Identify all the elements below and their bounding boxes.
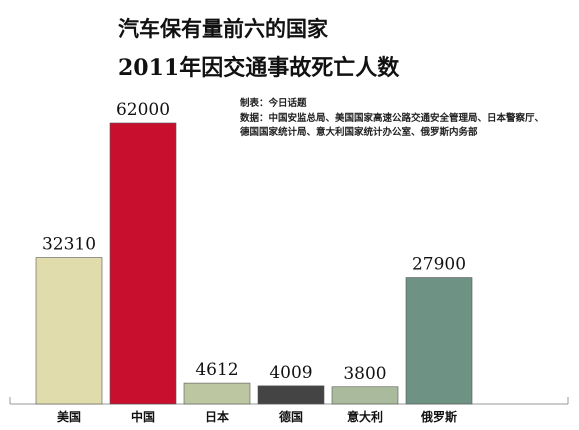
bar-germany bbox=[257, 385, 325, 405]
value-label-usa: 32310 bbox=[42, 235, 96, 255]
value-label-japan: 4612 bbox=[195, 360, 238, 380]
chart-producer: 制表：今日话题 bbox=[240, 97, 307, 109]
bar-usa bbox=[35, 257, 103, 405]
category-label-russia: 俄罗斯 bbox=[420, 409, 457, 424]
bar-russia bbox=[405, 277, 473, 405]
category-label-italy: 意大利 bbox=[347, 409, 383, 424]
bars-group bbox=[35, 122, 473, 405]
category-label-germany: 德国 bbox=[279, 409, 303, 424]
value-label-russia: 27900 bbox=[412, 255, 466, 275]
bar-italy bbox=[331, 386, 399, 405]
value-labels-group: 32310 62000 4612 4009 3800 27900 bbox=[42, 100, 466, 384]
chart-source-line-1: 数据：中国安监总局、美国国家高速公路交通安全管理局、日本警察厅、 bbox=[239, 112, 544, 124]
chart-subtitle: 2011年因交通事故死亡人数 bbox=[118, 55, 400, 81]
chart-title: 汽车保有量前六的国家 bbox=[118, 16, 329, 41]
value-label-germany: 4009 bbox=[269, 363, 312, 383]
category-labels-group: 美国 中国 日本 德国 意大利 俄罗斯 bbox=[57, 409, 457, 424]
category-label-china: 中国 bbox=[131, 409, 155, 424]
value-label-italy: 3800 bbox=[343, 364, 386, 384]
chart-source-line-2: 德国国家统计局、意大利国家统计办公室、俄罗斯内务部 bbox=[240, 126, 478, 138]
category-label-japan: 日本 bbox=[205, 409, 229, 424]
bar-japan bbox=[183, 382, 251, 405]
bar-china bbox=[109, 122, 177, 405]
category-label-usa: 美国 bbox=[57, 409, 81, 424]
value-label-china: 62000 bbox=[116, 100, 170, 120]
